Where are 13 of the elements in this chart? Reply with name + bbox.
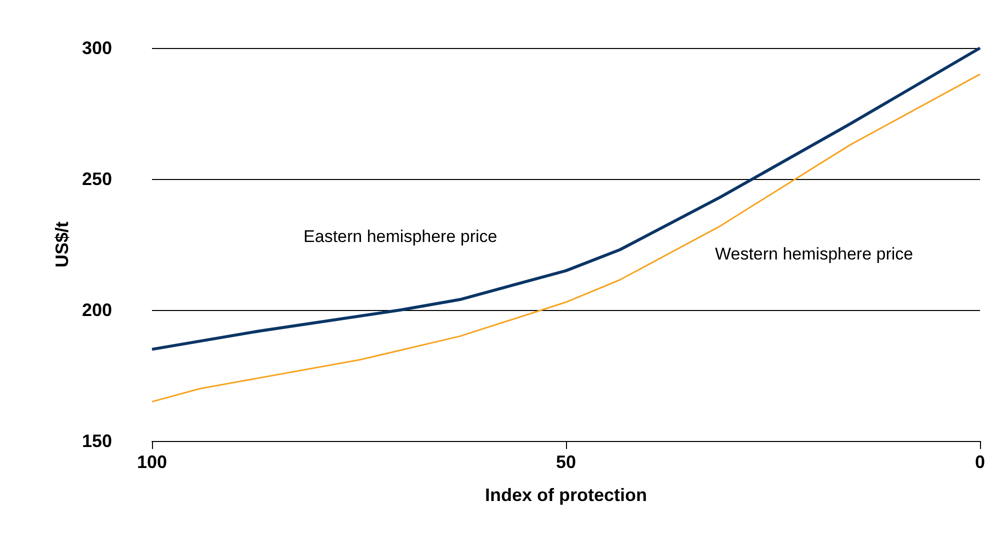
y-axis-title: US$/t xyxy=(52,221,72,268)
text: Eastern hemisphere price xyxy=(304,226,498,246)
y-tick-label: 150 xyxy=(82,431,112,451)
line-series xyxy=(150,46,982,351)
y-tick-label: 300 xyxy=(82,38,112,58)
x-tick-label: 0 xyxy=(974,452,986,472)
series-label: Western hemisphere price xyxy=(715,244,914,264)
y-tick-label: 250 xyxy=(82,169,112,189)
y-tick-label: 200 xyxy=(82,300,112,320)
x-tick-label: 100 xyxy=(136,452,168,472)
x-axis-title: Index of protection xyxy=(485,485,647,505)
x-tick-label: 50 xyxy=(556,452,576,472)
line-series xyxy=(151,73,981,402)
